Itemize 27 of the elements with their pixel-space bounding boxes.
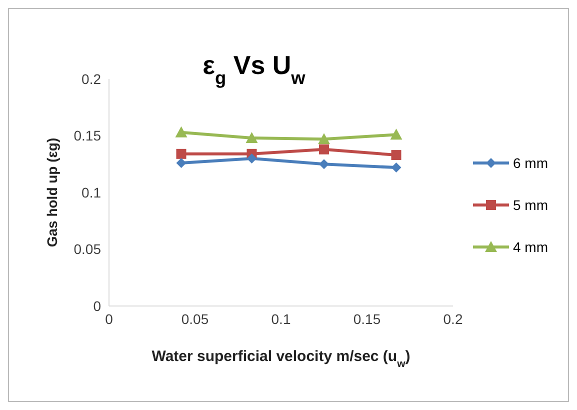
y-tick-label: 0 [93, 298, 102, 314]
point [175, 126, 188, 138]
point [319, 144, 329, 154]
y-tick-label: 0.15 [74, 128, 102, 144]
point [246, 132, 258, 144]
point [390, 128, 402, 140]
x-tick-label: 0.2 [443, 310, 463, 327]
legend-label: 5 mm [513, 197, 548, 213]
point [246, 153, 257, 164]
x-tick-label: 0.1 [271, 310, 291, 327]
x-axis-title: Water superficial velocity m/sec (u$_{w}$) [152, 348, 410, 370]
point [391, 162, 402, 173]
chart-title: ε$_{g}$ Vs U$_{w}$ [202, 50, 306, 88]
point [176, 158, 186, 168]
point [319, 159, 329, 170]
y-tick-label: 0.2 [82, 70, 102, 87]
y-tick-label: 0.05 [74, 241, 102, 258]
x-tick-label: 0 [105, 310, 114, 327]
point [391, 150, 402, 160]
point [176, 148, 186, 159]
y-axis-title: Gas hold up (εg) [44, 138, 60, 248]
x-tick-label: 0.05 [181, 310, 209, 327]
point [318, 133, 330, 144]
x-tick-label: 0.15 [353, 310, 381, 327]
y-tick-label: 0.1 [82, 184, 102, 200]
legend-label: 4 mm [513, 239, 548, 255]
legend-label: 6 mm [513, 155, 548, 171]
